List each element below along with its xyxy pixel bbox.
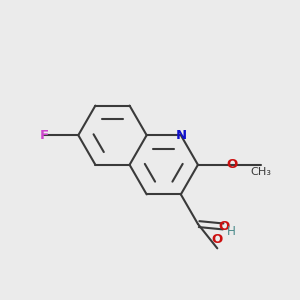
Text: H: H (226, 225, 236, 238)
Text: CH₃: CH₃ (251, 167, 272, 176)
Text: O: O (212, 233, 223, 246)
Text: O: O (226, 158, 238, 171)
Text: O: O (219, 220, 230, 233)
Text: N: N (175, 129, 186, 142)
Text: F: F (40, 129, 49, 142)
